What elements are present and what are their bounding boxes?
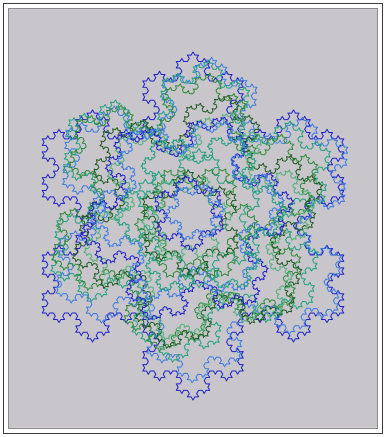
canvas-background bbox=[9, 9, 377, 428]
inner-curve-4 bbox=[140, 176, 233, 261]
inner-curve-5 bbox=[153, 174, 224, 253]
fractal-curve-4 bbox=[51, 72, 319, 352]
fractal-curve-8 bbox=[90, 120, 285, 300]
fractal-curve-2 bbox=[55, 56, 349, 384]
inner-curve-1 bbox=[137, 148, 261, 289]
fractal-curve-9 bbox=[113, 136, 288, 291]
fractal-curve-5 bbox=[71, 94, 323, 349]
fractal-canvas bbox=[8, 8, 378, 429]
fractal-curve-7 bbox=[79, 116, 295, 321]
fractal-curve-6 bbox=[83, 111, 318, 341]
image-frame bbox=[3, 3, 383, 434]
inner-curve-6 bbox=[164, 183, 226, 241]
fractal-layers bbox=[41, 51, 349, 401]
inner-curve-3 bbox=[141, 168, 240, 279]
inner-curve-2 bbox=[133, 168, 259, 279]
fractal-snowflake-image bbox=[9, 9, 377, 428]
fractal-curve-1 bbox=[41, 51, 345, 401]
fractal-curve-3 bbox=[50, 59, 332, 363]
